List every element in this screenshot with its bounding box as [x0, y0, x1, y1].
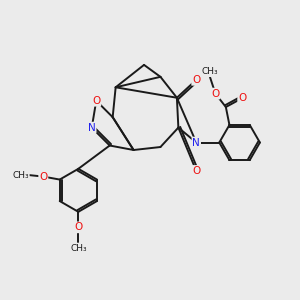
Text: CH₃: CH₃ — [12, 171, 29, 180]
Text: O: O — [238, 93, 246, 103]
Text: CH₃: CH₃ — [201, 67, 218, 76]
Text: N: N — [192, 137, 200, 148]
Text: O: O — [211, 88, 220, 99]
Text: O: O — [39, 172, 47, 182]
Text: N: N — [88, 123, 96, 133]
Text: O: O — [192, 166, 200, 176]
Text: O: O — [74, 222, 82, 232]
Text: CH₃: CH₃ — [70, 244, 87, 253]
Text: O: O — [92, 96, 100, 106]
Text: O: O — [192, 75, 200, 85]
